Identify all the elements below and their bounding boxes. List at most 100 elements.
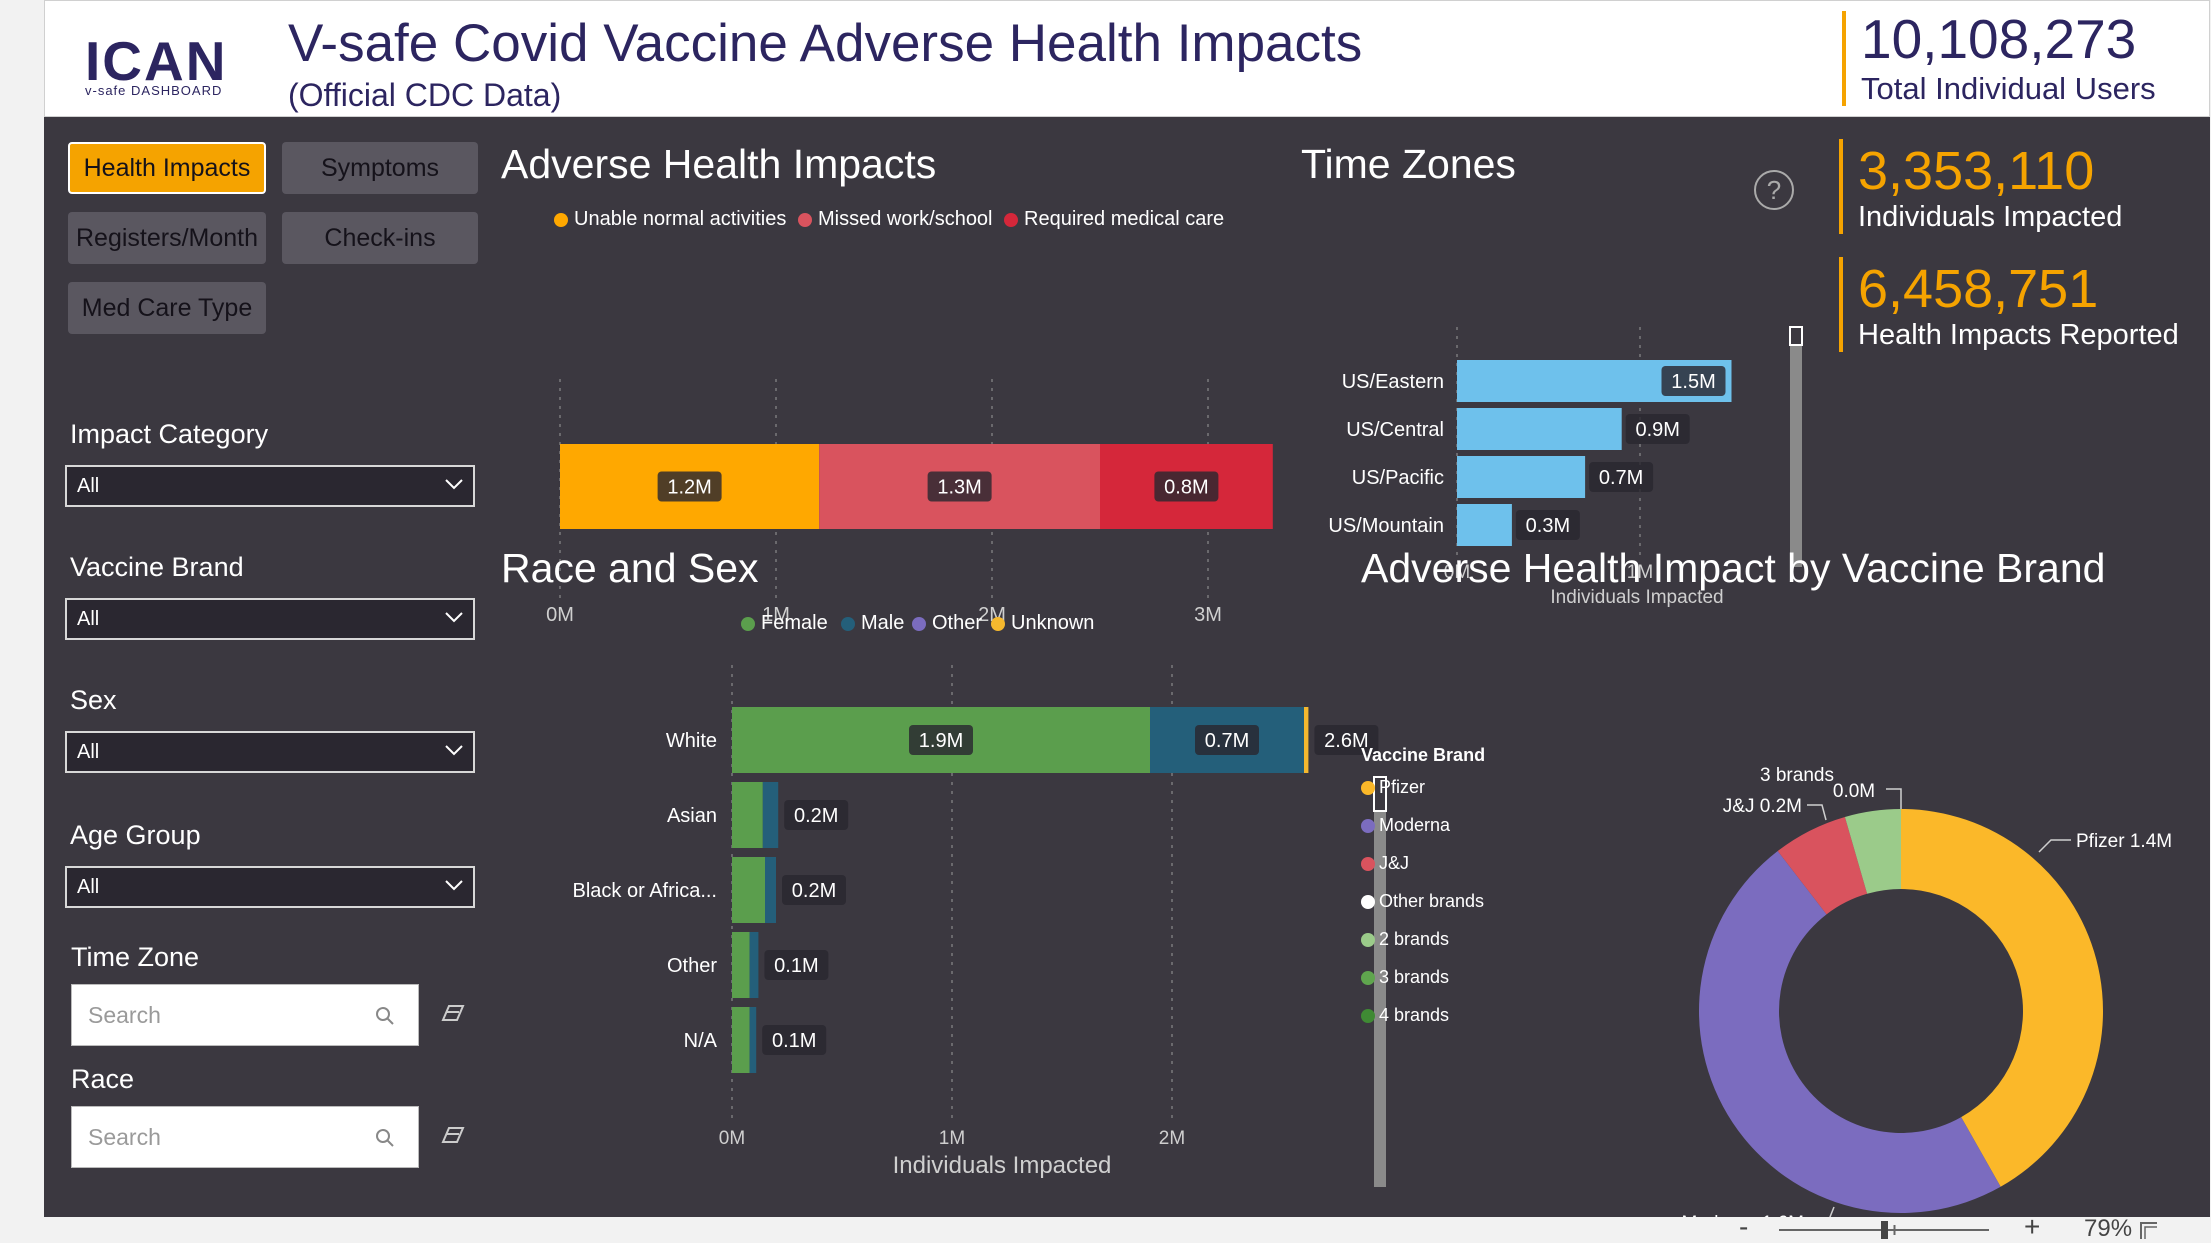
legend-label: Pfizer — [1379, 777, 1426, 797]
fit-page-icon[interactable] — [2139, 1219, 2165, 1241]
legend-label: 2 brands — [1379, 929, 1450, 949]
slider-thumb — [1881, 1221, 1888, 1239]
category-label: US/Eastern — [1342, 371, 1444, 393]
zoom-in-button[interactable]: + — [2024, 1211, 2041, 1242]
legend-dot — [991, 616, 1005, 631]
scrollbar-track — [1374, 777, 1386, 1187]
x-tick-label: 1M — [1627, 562, 1653, 583]
dashboard-canvas: Health Impacts Symptoms Registers/Month … — [44, 117, 2210, 1217]
legend-dot — [1361, 970, 1375, 985]
legend-item: Moderna — [1361, 815, 1450, 836]
legend-label: Female — [761, 612, 828, 634]
legend-dot — [1361, 932, 1375, 947]
slice-label: J&J 0.2M — [1723, 796, 1802, 817]
nav-med-care-type-button[interactable]: Med Care Type — [68, 282, 266, 334]
legend-label: 3 brands — [1379, 967, 1450, 987]
legend-dot — [1361, 856, 1375, 871]
legend-dot — [554, 212, 568, 227]
legend-label: Other brands — [1379, 891, 1485, 911]
logo-subtext: v-safe DASHBOARD — [85, 83, 223, 98]
legend-label: Unknown — [1011, 612, 1095, 634]
category-label: Asian — [667, 805, 717, 827]
total-label-bg — [782, 875, 846, 905]
search-icon — [376, 1007, 394, 1025]
category-label: N/A — [684, 1030, 718, 1052]
legend-item: 2 brands — [1361, 929, 1449, 950]
age-group-value: All — [77, 876, 100, 898]
data-label: 1.2M — [667, 477, 711, 499]
bar-segment — [732, 932, 750, 998]
vaccine-brand-dropdown[interactable]: All — [65, 598, 475, 640]
eraser-icon[interactable] — [441, 1126, 467, 1146]
nav-check-ins-button[interactable]: Check-ins — [282, 212, 478, 264]
legend-dot — [1361, 780, 1375, 795]
race-search-placeholder: Search — [88, 1124, 161, 1150]
adverse-impacts-chart: 0M 1M 2M 3M1.2M 1.3M 0.8M — [546, 379, 1273, 626]
bar-segment — [732, 1007, 750, 1073]
page-subtitle: (Official CDC Data) — [288, 77, 562, 113]
x-tick-label: 1M — [939, 1128, 965, 1149]
legend-missed: Missed work/school — [798, 208, 993, 231]
x-tick-label: 0M — [1444, 562, 1470, 583]
category-label: Black or Africa... — [573, 880, 718, 902]
legend-item: 3 brands — [1361, 967, 1449, 988]
total-label-bg — [1314, 725, 1379, 755]
callout-line — [1829, 1206, 1835, 1217]
sex-dropdown[interactable]: All — [65, 731, 475, 773]
total-users-value: 10,108,273 — [1861, 8, 2137, 70]
x-axis-title: Individuals Impacted — [1550, 587, 1723, 608]
help-icon[interactable]: ? — [1754, 170, 1794, 210]
legend-label: 4 brands — [1379, 1005, 1450, 1025]
scrollbar-thumb — [1373, 776, 1387, 812]
data-label-bg — [657, 471, 722, 502]
legend-dot — [1004, 212, 1018, 227]
slice-label: Pfizer 1.4M — [2076, 831, 2172, 852]
legend-label: Male — [861, 612, 905, 634]
bar — [1457, 408, 1622, 450]
legend-dot — [741, 616, 755, 631]
time-zone-search-input[interactable]: Search — [71, 984, 419, 1046]
legend-label: J&J — [1379, 853, 1410, 873]
impact-category-value: All — [77, 475, 100, 497]
vaccine-brand-legend-title: Vaccine Brand — [1361, 745, 1486, 765]
data-label: 0.7M — [1599, 467, 1643, 489]
callout-line — [1886, 788, 1902, 809]
bar-segment — [749, 1007, 757, 1073]
time-zones-title: Time Zones — [1301, 141, 1516, 187]
nav-symptoms-button[interactable]: Symptoms — [282, 142, 478, 194]
donut-slice — [1901, 809, 2103, 1187]
bar-segment — [732, 857, 765, 923]
slice-label: 3 brands — [1760, 765, 1834, 786]
data-label-bg — [927, 471, 992, 502]
kpi-accent-bar — [1842, 11, 1846, 106]
zoom-slider[interactable] — [1759, 1217, 2019, 1243]
donut-slice — [1777, 816, 1868, 915]
data-label-bg — [1154, 471, 1219, 502]
total-label: 0.1M — [774, 955, 818, 977]
legend-unknown: Unknown — [991, 612, 1094, 635]
eraser-icon[interactable] — [441, 1004, 467, 1024]
kpi-accent-bar — [1839, 257, 1843, 352]
time-zones-chart: 0M 1M Individuals Impacted US/Eastern 1.5M US… — [1328, 326, 1803, 608]
data-label: 1.9M — [919, 730, 963, 752]
vaccine-brand-label: Vaccine Brand — [70, 552, 244, 582]
legend-label: Moderna — [1379, 815, 1451, 835]
scrollbar-thumb — [1789, 326, 1803, 346]
race-sex-title: Race and Sex — [501, 545, 759, 591]
nav-health-impacts-button[interactable]: Health Impacts — [68, 142, 266, 194]
callout-line — [1807, 804, 1827, 821]
nav-registers-month-button[interactable]: Registers/Month — [68, 212, 266, 264]
legend-item: Other brands — [1361, 891, 1484, 912]
race-search-input[interactable]: Search — [71, 1106, 419, 1168]
page-title: V-safe Covid Vaccine Adverse Health Impa… — [288, 14, 1363, 73]
age-group-dropdown[interactable]: All — [65, 866, 475, 908]
category-label: US/Pacific — [1352, 467, 1444, 489]
zoom-out-button[interactable]: - — [1739, 1211, 1749, 1242]
individuals-impacted-value: 3,353,110 — [1858, 141, 2095, 201]
impact-category-dropdown[interactable]: All — [65, 465, 475, 507]
legend-dot — [1361, 1008, 1375, 1023]
total-label-bg — [784, 800, 849, 830]
x-tick-label: 2M — [1159, 1128, 1185, 1149]
data-label-bg — [1589, 462, 1654, 492]
legend-item: 4 brands — [1361, 1005, 1449, 1026]
